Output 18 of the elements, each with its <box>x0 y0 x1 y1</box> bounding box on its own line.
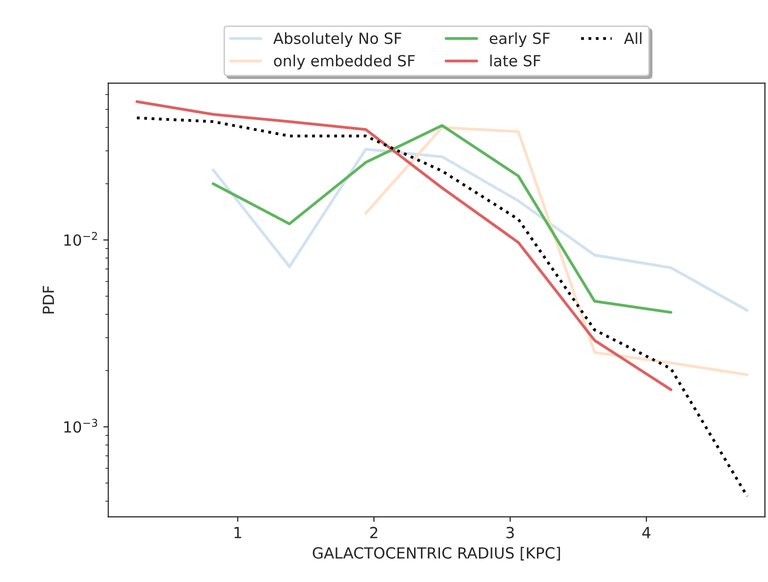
line-series <box>212 148 749 312</box>
x-tick-label: 3 <box>506 526 514 538</box>
legend-label: All <box>624 32 642 44</box>
line-series <box>136 100 672 392</box>
line-series <box>364 126 749 376</box>
legend-label: Absolutely No SF <box>273 32 402 48</box>
y-axis-title: PDF <box>42 286 54 314</box>
legend-label: only embedded SF <box>274 54 415 70</box>
y-tick-label: 10$^{−2}$ <box>64 232 97 246</box>
x-tick-label: 4 <box>642 527 650 538</box>
legend-label: early SF <box>490 32 550 48</box>
line-series <box>136 116 749 498</box>
legend-label: late SF <box>490 54 540 67</box>
x-tick-label: 2 <box>370 526 378 538</box>
x-tick-label: 1 <box>234 527 242 538</box>
line-series <box>212 124 672 314</box>
y-tick-label: 10$^{−3}$ <box>64 418 98 433</box>
x-axis-title: GALACTOCENTRIC RADIUS [KPC] <box>312 546 560 561</box>
